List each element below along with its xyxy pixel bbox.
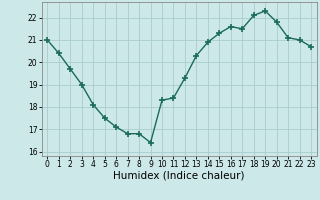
X-axis label: Humidex (Indice chaleur): Humidex (Indice chaleur) — [114, 171, 245, 181]
